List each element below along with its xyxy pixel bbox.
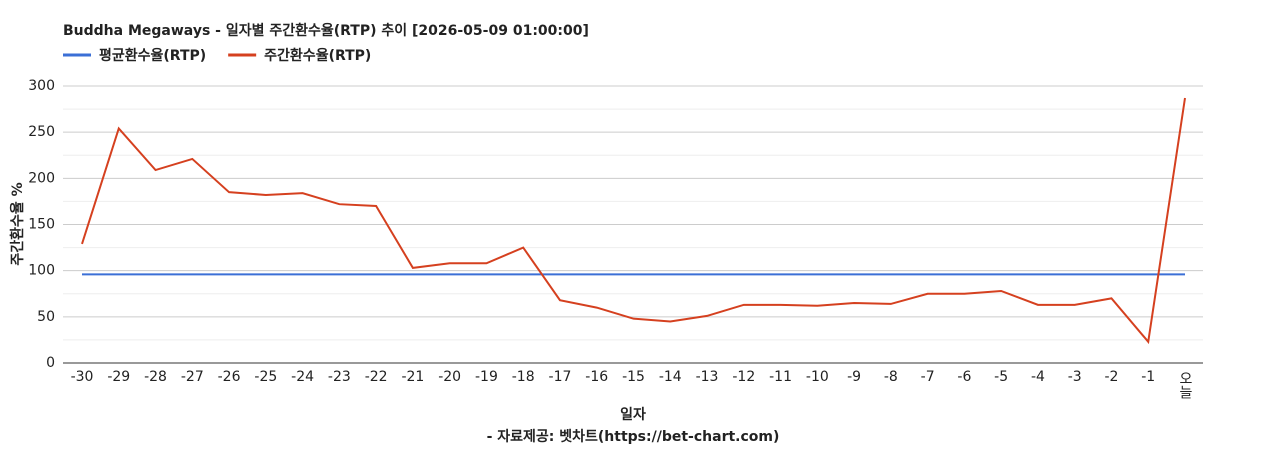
x-tick-label: -19 (475, 369, 498, 385)
series-line (81, 97, 1186, 345)
x-tick-label: -28 (144, 369, 167, 385)
x-axis-label: 일자 (620, 407, 646, 423)
x-tick-label: -12 (732, 369, 755, 385)
x-tick-label: -4 (1031, 369, 1045, 385)
x-tick-label: -23 (328, 369, 351, 385)
x-tick-label: -16 (585, 369, 608, 385)
x-tick-label: -9 (847, 369, 861, 385)
x-tick-label: -15 (622, 369, 645, 385)
x-tick-label: -25 (254, 369, 277, 385)
x-tick-label: -5 (994, 369, 1008, 385)
x-tick-label: -11 (769, 369, 792, 385)
x-tick-label: -20 (438, 369, 461, 385)
x-tick-label: -13 (696, 369, 719, 385)
y-tick-label: 150 (28, 217, 55, 233)
legend-label: 주간환수율(RTP) (264, 47, 371, 64)
y-tick-label: 50 (37, 309, 55, 325)
chart-title: Buddha Megaways - 일자별 주간환수율(RTP) 추이 [202… (63, 22, 589, 39)
x-tick-label: -26 (218, 369, 241, 385)
y-tick-label: 250 (28, 124, 55, 140)
x-tick-label: -8 (884, 369, 898, 385)
x-tick-label: -27 (181, 369, 204, 385)
x-tick-label: -18 (512, 369, 535, 385)
x-tick-label: -21 (401, 369, 424, 385)
y-tick-label: 200 (28, 170, 55, 186)
x-tick-label: -24 (291, 369, 314, 385)
x-tick-label: -3 (1068, 369, 1082, 385)
y-tick-label: 100 (28, 263, 55, 279)
x-tick-label: -2 (1104, 369, 1118, 385)
x-tick-label: -10 (806, 369, 829, 385)
x-tick-label: -1 (1141, 369, 1155, 385)
x-tick-label: -14 (659, 369, 682, 385)
x-tick-label: -17 (549, 369, 572, 385)
x-tick-label: -22 (365, 369, 388, 385)
x-tick-label: -7 (921, 369, 935, 385)
y-tick-label: 300 (28, 78, 55, 94)
y-tick-label: 0 (46, 355, 55, 371)
y-axis-label: 주간환수율 % (9, 182, 26, 265)
legend-label: 평균환수율(RTP) (99, 47, 206, 64)
x-tick-label: 오늘 (1177, 371, 1193, 399)
x-tick-label: -6 (957, 369, 971, 385)
footer: - 자료제공: 벳차트(https://bet-chart.com) (487, 428, 780, 445)
x-tick-label: -30 (71, 369, 94, 385)
x-tick-label: -29 (107, 369, 130, 385)
